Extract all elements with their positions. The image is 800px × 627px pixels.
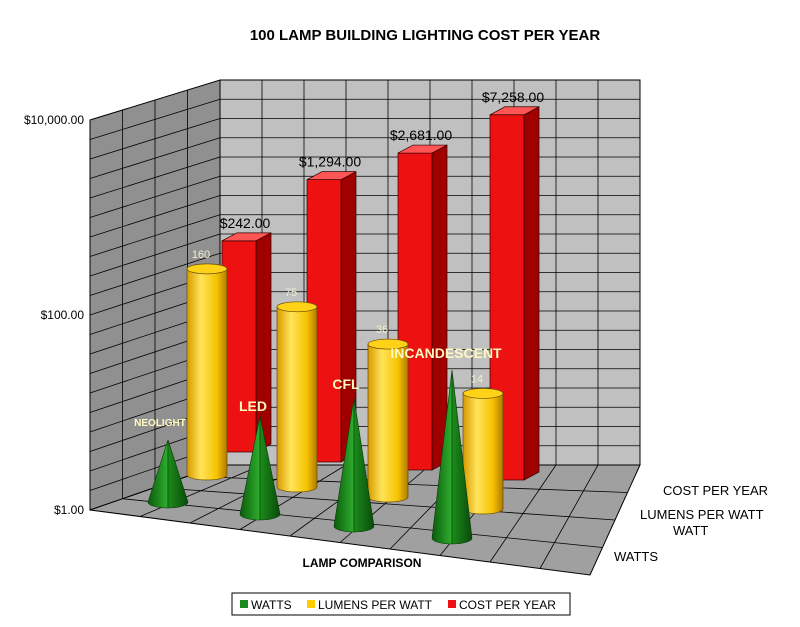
watts-cone-right [451, 369, 473, 545]
y-axis-ticks: $1.00 $100.00 $10,000.00 [24, 113, 84, 517]
cost-bar-top [489, 106, 540, 116]
cost-bar-top [306, 171, 357, 181]
watts-cone-right [167, 439, 189, 509]
lumens-cylinder-top [367, 338, 409, 350]
lumens-cylinder [276, 306, 318, 493]
lumens-cylinder [186, 268, 228, 481]
lumens-data-label: 160 [192, 249, 210, 261]
cost-data-label: $242.00 [220, 215, 271, 231]
lumens-data-label: 75 [285, 287, 297, 299]
lumens-data-label: 36 [376, 324, 388, 336]
cost-bar-top [397, 144, 448, 154]
y-tick-label: $10,000.00 [24, 113, 84, 127]
lumens-cylinder [462, 393, 504, 515]
cost-bar-side [255, 232, 272, 453]
cost-data-label: $2,681.00 [390, 127, 452, 143]
y-tick-label: $100.00 [41, 308, 85, 322]
chart-title: 100 LAMP BUILDING LIGHTING COST PER YEAR [250, 27, 600, 44]
cone-series-watts [147, 369, 473, 545]
category-labels: NEOLIGHT LED CFL INCANDESCENT [134, 345, 502, 429]
depth-label-cost: COST PER YEAR [663, 483, 768, 498]
watts-cone-right [259, 415, 281, 521]
watts-cone-left [333, 397, 355, 533]
category-label: LED [239, 398, 267, 414]
category-label: CFL [332, 376, 360, 392]
watts-cone-left [431, 369, 453, 545]
lumens-cylinder-top [462, 388, 504, 399]
legend-swatch-cost [448, 600, 456, 608]
lumens-cylinder [367, 343, 409, 503]
cost-data-label: $1,294.00 [299, 154, 361, 170]
depth-label-lumens: LUMENS PER WATT [640, 507, 764, 522]
lumens-cylinder-top [276, 301, 318, 313]
watts-cone-left [239, 415, 261, 521]
cost-bar-side [523, 106, 540, 481]
lumens-cylinder-top [186, 263, 228, 275]
category-label: NEOLIGHT [134, 418, 186, 429]
cost-bar-side [431, 144, 448, 471]
watts-cone-right [353, 397, 375, 533]
lumens-data-label: 14 [471, 373, 483, 385]
legend-box [231, 592, 571, 616]
watts-cone-left [147, 439, 169, 509]
category-label: INCANDESCENT [390, 345, 502, 361]
legend-label-lumens: LUMENS PER WATT [318, 598, 433, 612]
cost-data-label: $7,258.00 [482, 89, 544, 105]
depth-label-watts: WATTS [614, 549, 658, 564]
cost-bar-top [221, 232, 272, 242]
cost-bar [221, 240, 257, 453]
legend-swatch-watts [240, 600, 248, 608]
y-tick-label: $1.00 [54, 503, 84, 517]
cylinder-series-lumens: 160 75 36 14 [186, 249, 504, 515]
depth-label-lumens-line2: WATT [673, 523, 708, 538]
x-axis-title: LAMP COMPARISON [303, 556, 422, 570]
legend-label-cost: COST PER YEAR [459, 598, 556, 612]
legend-swatch-lumens [307, 600, 315, 608]
legend-label-watts: WATTS [251, 598, 292, 612]
legend: WATTS LUMENS PER WATT COST PER YEAR [231, 592, 571, 616]
